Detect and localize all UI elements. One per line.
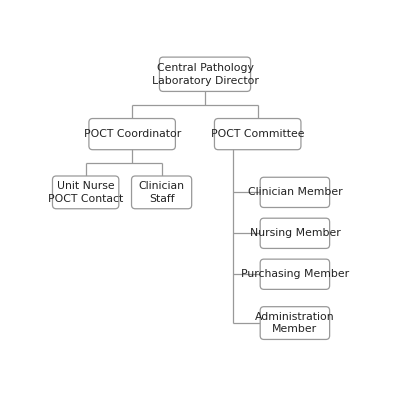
- Text: Central Pathology
Laboratory Director: Central Pathology Laboratory Director: [152, 63, 258, 85]
- FancyBboxPatch shape: [52, 176, 119, 209]
- Text: POCT Committee: POCT Committee: [211, 129, 304, 139]
- FancyBboxPatch shape: [132, 176, 192, 209]
- Text: Unit Nurse
POCT Contact: Unit Nurse POCT Contact: [48, 181, 123, 204]
- FancyBboxPatch shape: [260, 218, 330, 248]
- FancyBboxPatch shape: [214, 119, 301, 150]
- Text: Clinician Member: Clinician Member: [248, 187, 342, 198]
- FancyBboxPatch shape: [260, 177, 330, 207]
- Text: Administration
Member: Administration Member: [255, 312, 335, 335]
- FancyBboxPatch shape: [260, 259, 330, 290]
- Text: Clinician
Staff: Clinician Staff: [138, 181, 185, 204]
- FancyBboxPatch shape: [89, 119, 175, 150]
- Text: Purchasing Member: Purchasing Member: [241, 269, 349, 279]
- Text: POCT Coordinator: POCT Coordinator: [84, 129, 181, 139]
- Text: Nursing Member: Nursing Member: [250, 228, 340, 238]
- FancyBboxPatch shape: [160, 57, 250, 92]
- FancyBboxPatch shape: [260, 307, 330, 339]
